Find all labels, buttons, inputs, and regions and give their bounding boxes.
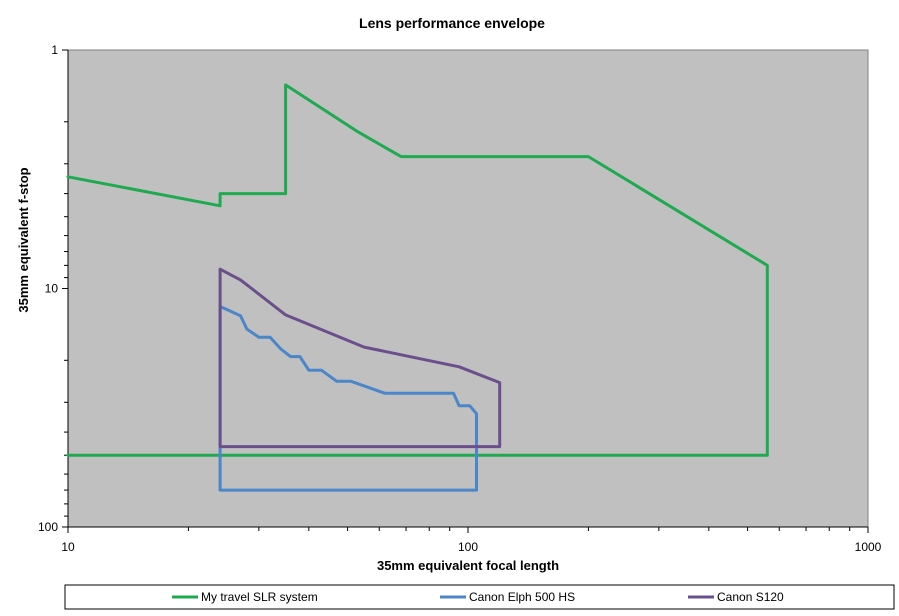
x-tick-label: 1000 [855, 540, 882, 554]
x-axis: 10 100 1000 [61, 526, 882, 554]
chart-title: Lens performance envelope [359, 15, 545, 31]
x-tick-label: 10 [61, 540, 75, 554]
y-tick-label: 100 [38, 520, 58, 534]
legend: My travel SLR system Canon Elph 500 HS Can… [172, 590, 784, 604]
x-axis-label: 35mm equivalent focal length [377, 558, 559, 573]
x-tick-label: 100 [458, 540, 478, 554]
series-line-3 [218, 267, 502, 449]
legend-label: Canon S120 [717, 590, 784, 604]
y-axis: 1 10 100 [38, 43, 69, 534]
legend-box [64, 584, 895, 610]
series-line-2 [218, 305, 478, 492]
legend-label: Canon Elph 500 HS [469, 590, 575, 604]
y-tick-label: 1 [51, 43, 58, 57]
y-axis-label: 35mm equivalent f-stop [16, 167, 31, 312]
series-layer [66, 83, 769, 492]
series-line-1 [66, 83, 769, 457]
y-tick-label: 10 [45, 282, 59, 296]
legend-label: My travel SLR system [201, 590, 318, 604]
